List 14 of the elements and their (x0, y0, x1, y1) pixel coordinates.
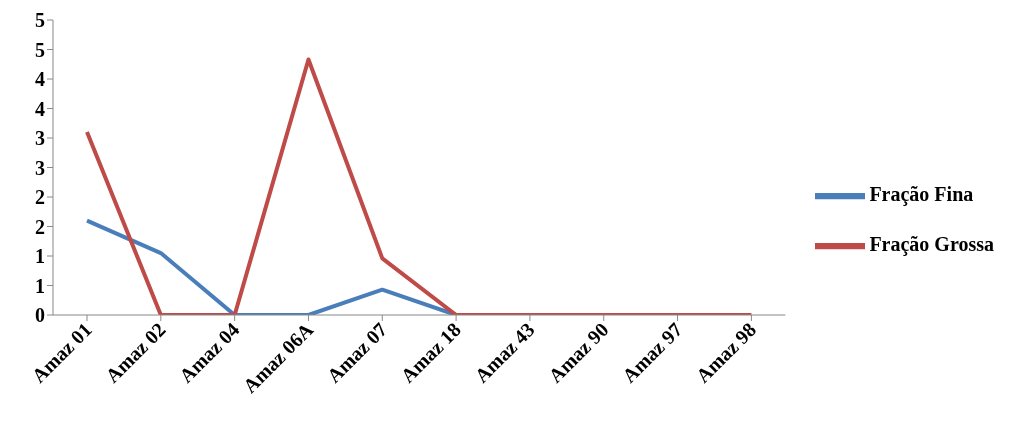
line-series (85, 57, 754, 315)
y-tick-label: 4 (35, 97, 45, 120)
y-tick-label: 0 (35, 304, 45, 327)
legend-label: Fração Fina (869, 182, 974, 205)
y-tick-label: 3 (35, 156, 45, 179)
y-tick-label: 4 (35, 68, 45, 91)
y-tick-label: 5 (35, 9, 45, 32)
legend-label: Fração Grossa (869, 232, 994, 255)
y-tick-label: 2 (35, 186, 45, 209)
y-tick-label: 1 (35, 274, 45, 297)
y-tick-label: 3 (35, 127, 45, 150)
y-tick-label: 2 (35, 215, 45, 238)
y-tick-label: 5 (35, 38, 45, 61)
y-tick-label: 1 (35, 245, 45, 268)
